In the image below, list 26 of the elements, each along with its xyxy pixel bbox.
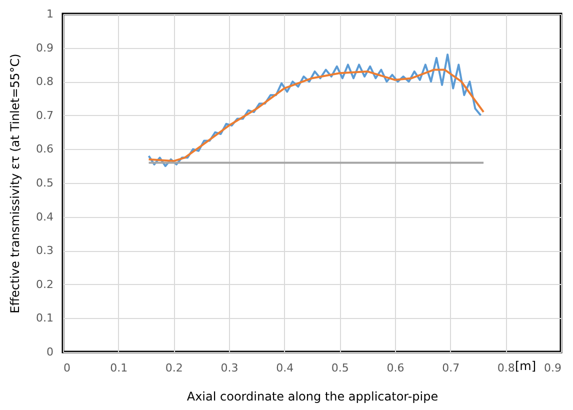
- y-tick-label: 0.8: [36, 75, 54, 88]
- x-tick-label: 0.3: [220, 362, 238, 374]
- y-tick-label: 0.6: [36, 142, 54, 156]
- line-series: [148, 54, 482, 168]
- y-tick-label: 1: [46, 8, 54, 20]
- line-series: [148, 68, 485, 162]
- y-tick-label: 0.9: [36, 41, 54, 54]
- x-tick-label: 0.6: [386, 362, 404, 374]
- x-tick-label: 0.9: [544, 362, 562, 374]
- x-tick-label: 0.4: [276, 362, 294, 374]
- text: [m]: [515, 359, 536, 373]
- y-tick-label: 0.1: [36, 312, 54, 325]
- y-tick-label: 0.2: [36, 278, 54, 291]
- x-tick-label: 0: [64, 362, 70, 374]
- y-tick-label: 0.4: [36, 210, 54, 224]
- y-tick-label: 0.5: [36, 176, 54, 190]
- y-tick-label: 0: [46, 346, 54, 358]
- x-axis-title: Axial coordinate along the applicator-pipe: [186, 390, 438, 404]
- x-tick-label: 0.8: [497, 362, 515, 374]
- y-tick-label: 0.3: [36, 244, 54, 258]
- x-tick-label: 0.2: [165, 362, 183, 374]
- y-axis-title: Effective transmissivity ετ (at Tinlet=55°C): [8, 54, 22, 314]
- x-tick-label: 0.7: [442, 362, 460, 374]
- y-tick-label: 0.7: [36, 108, 54, 122]
- x-tick-label: 0.1: [110, 362, 128, 374]
- x-tick-label: 0.5: [331, 362, 349, 374]
